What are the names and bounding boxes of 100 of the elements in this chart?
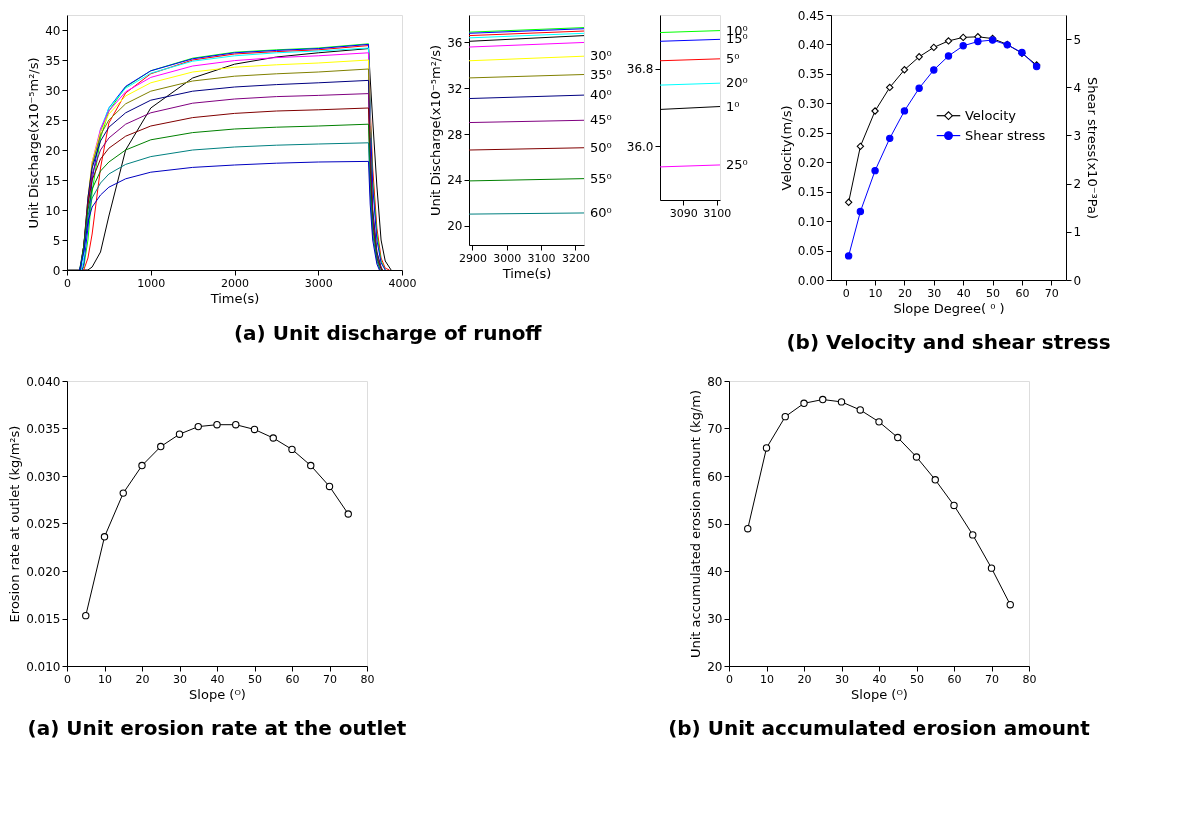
y-tick-label: 60 [707, 469, 723, 484]
point [930, 43, 938, 52]
y2-tick-label: 5 [1073, 32, 1082, 47]
series-label: 50⁰ [590, 139, 612, 155]
y-tick-label: 20 [447, 219, 463, 234]
x-tick-label: 3090 [669, 206, 698, 220]
y-tick-label: 80 [707, 374, 723, 389]
series-label: 25⁰ [726, 156, 748, 172]
y-tick-label: 35 [45, 53, 61, 68]
point [250, 425, 259, 434]
y-axis-title: Unit accumulated erosion amount (kg/m) [688, 389, 704, 659]
x-tick-label: 1000 [137, 276, 166, 290]
y-tick-label: 0.25 [797, 126, 825, 141]
point [915, 53, 923, 61]
point [119, 489, 127, 497]
point [325, 482, 334, 491]
point [157, 442, 165, 451]
y-tick-label: 0.45 [797, 8, 825, 23]
point [912, 453, 921, 461]
point [232, 420, 240, 429]
y-tick-label: 0.040 [26, 374, 61, 389]
x-tick-label: 60 [1015, 286, 1030, 300]
x-tick-label: 3000 [304, 276, 333, 290]
y-tick-label: 0.035 [26, 422, 61, 436]
text: (b) Velocity and shear stress [786, 330, 1111, 354]
y-tick-label: 0.30 [797, 96, 825, 111]
point [871, 107, 879, 115]
y2-tick-label: 3 [1073, 128, 1082, 143]
x-tick-label: 30 [927, 286, 942, 300]
point [959, 33, 967, 42]
point [837, 398, 846, 406]
x-tick-label: 4000 [388, 276, 417, 290]
x-tick-label: 70 [985, 672, 999, 686]
y-tick-label: 28 [447, 127, 463, 142]
x-tick-label: 20 [135, 672, 150, 686]
x-tick-label: 70 [323, 672, 337, 686]
series-label: 60⁰ [590, 204, 612, 220]
point [82, 611, 90, 620]
point [944, 37, 953, 45]
y-tick-label: 70 [707, 422, 723, 436]
point [969, 531, 977, 539]
series-label: 30⁰ [590, 48, 612, 64]
y-tick-label: 36 [447, 35, 463, 50]
x-tick-label: 80 [1022, 672, 1037, 686]
y-tick-label: 36.0 [626, 139, 654, 154]
point [856, 142, 865, 151]
x-tick-label: 10 [868, 286, 883, 300]
point [974, 37, 982, 46]
point [931, 476, 939, 484]
y-tick-label: 0.030 [26, 469, 61, 484]
y-tick-label: 0.20 [797, 155, 825, 170]
point [288, 445, 296, 454]
x-tick-label: 10 [98, 672, 112, 686]
x-tick-label: 40 [872, 672, 887, 686]
y-tick-label: 15 [45, 173, 61, 188]
legend-label: Shear stress [964, 127, 1046, 143]
y-tick-label: 0.025 [26, 517, 61, 531]
y-tick-label: 20 [707, 659, 723, 674]
x-tick-label: 50 [248, 672, 262, 686]
y2-tick-label: 2 [1073, 177, 1082, 192]
x-tick-label: 3100 [703, 206, 732, 220]
y-tick-label: 50 [707, 517, 723, 531]
point [781, 412, 789, 421]
legend-label: Velocity [964, 107, 1017, 123]
x-tick-label: 40 [210, 672, 225, 686]
point [900, 107, 909, 115]
point [950, 501, 958, 510]
point [856, 406, 864, 414]
x-tick-label: 60 [947, 672, 962, 686]
x-axis-title: Slope (ᴼ) [851, 686, 908, 702]
point [800, 399, 808, 408]
x-axis-title: Slope Degree( ⁰ ) [893, 300, 1005, 316]
x-tick-label: 40 [956, 286, 971, 300]
y-axis-title: Velocity(m/s) [778, 105, 794, 191]
x-tick-label: 50 [910, 672, 924, 686]
point [194, 422, 202, 431]
point [959, 42, 967, 50]
y2-tick-label: 4 [1073, 80, 1082, 95]
y-tick-label: 0.40 [797, 37, 825, 52]
x-tick-label: 80 [360, 672, 375, 686]
series-label: 1⁰ [726, 98, 740, 114]
x-axis-title: Time(s) [209, 290, 260, 306]
point [856, 207, 865, 216]
point [894, 433, 902, 442]
y-tick-label: 0.05 [797, 244, 825, 259]
point [819, 395, 827, 404]
y2-tick-label: 1 [1073, 225, 1082, 240]
series-label: 45⁰ [590, 112, 612, 128]
point [886, 83, 894, 92]
y-tick-label: 0.020 [26, 564, 61, 579]
y-tick-label: 40 [707, 564, 723, 579]
text: (a) Unit discharge of runoff [233, 320, 543, 345]
point [944, 52, 953, 60]
y2-axis-title: Shear stress(x10⁻³Pa) [1085, 76, 1101, 220]
y-tick-label: 32 [447, 81, 463, 96]
x-tick-label: 3000 [493, 251, 522, 265]
point [307, 461, 315, 470]
y-tick-label: 24 [447, 173, 463, 188]
point [871, 166, 879, 175]
point [844, 198, 853, 206]
